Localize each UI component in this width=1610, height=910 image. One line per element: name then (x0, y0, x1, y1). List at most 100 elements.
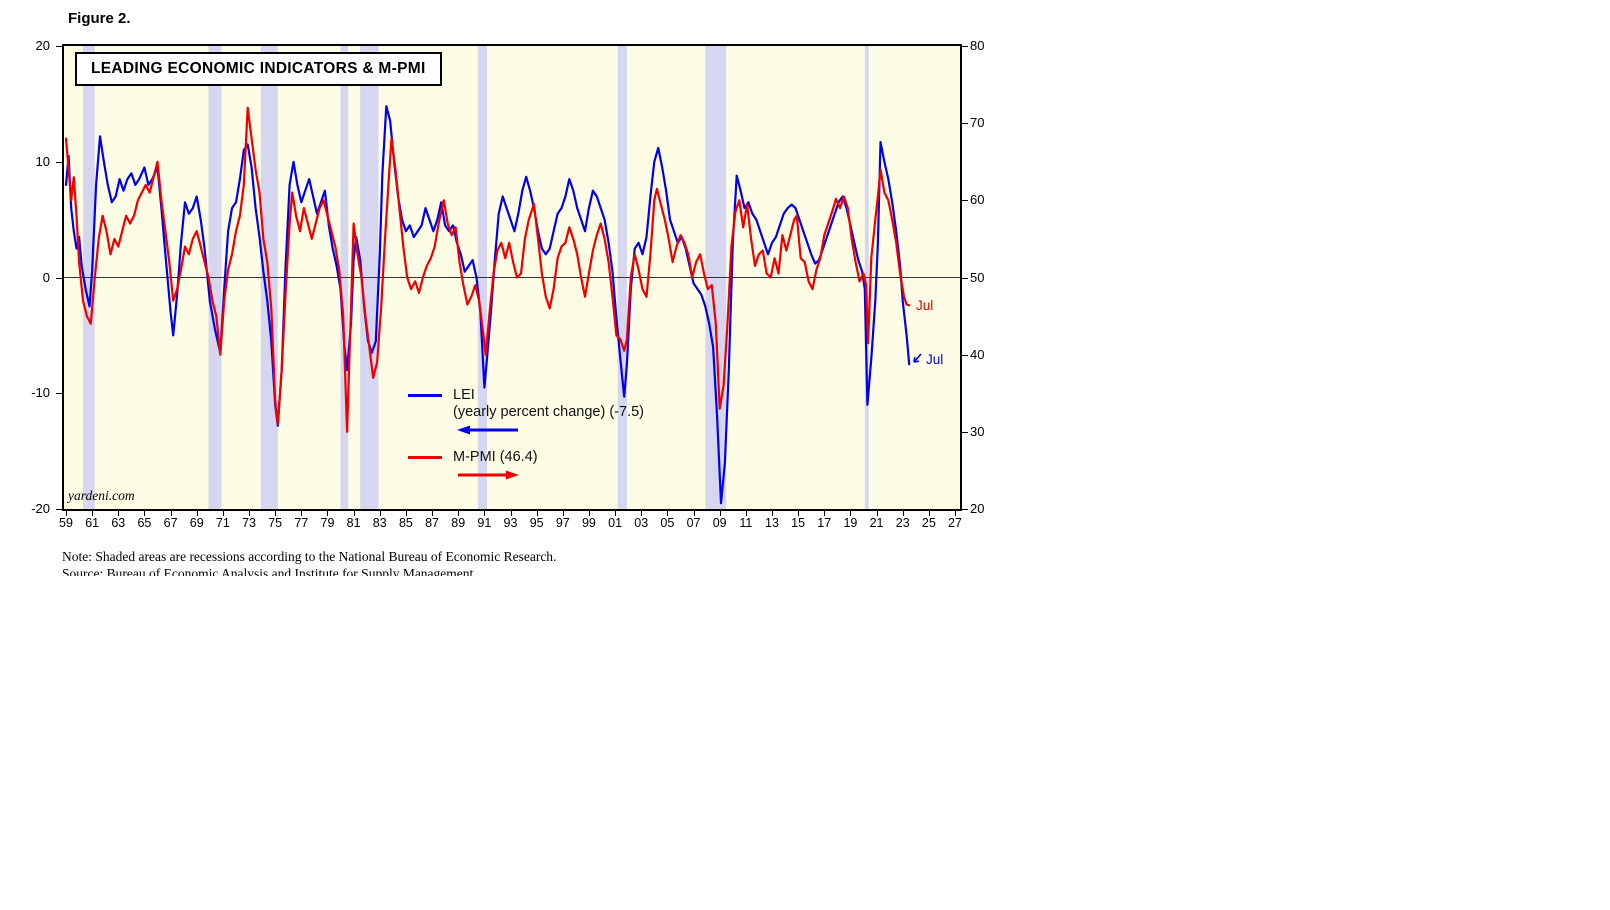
plot-svg (64, 46, 960, 509)
source-line: Source: Bureau of Economic Analysis and … (62, 565, 477, 577)
lei-line-swatch (408, 393, 442, 397)
x-axis-label: 81 (346, 516, 361, 530)
x-axis-tick (824, 511, 826, 516)
x-axis-label: 71 (215, 516, 230, 530)
x-axis-label: 67 (163, 516, 178, 530)
note-line: Note: Shaded areas are recessions accord… (62, 549, 557, 564)
right-arrow-icon (458, 470, 519, 480)
x-axis-label: 19 (843, 516, 858, 530)
lei-end-label: Jul (910, 352, 943, 367)
plot-area: LEADING ECONOMIC INDICATORS & M-PMI LEI … (62, 44, 962, 511)
y-right-label: 70 (970, 115, 985, 131)
y-left-tick (56, 46, 62, 47)
y-left-tick (56, 277, 62, 279)
x-axis-label: 99 (581, 516, 596, 530)
y-right-tick (962, 277, 968, 279)
x-axis-tick (432, 511, 434, 516)
x-axis-label: 79 (320, 516, 335, 530)
y-left-tick (56, 509, 62, 510)
lei-line (64, 105, 911, 505)
x-axis-tick (118, 511, 120, 516)
x-axis-label: 75 (268, 516, 283, 530)
y-right-tick (962, 509, 968, 510)
x-axis-tick (536, 511, 538, 516)
x-axis-tick (275, 511, 277, 516)
x-axis-tick (615, 511, 617, 516)
x-axis-label: 15 (791, 516, 806, 530)
x-axis-label: 65 (137, 516, 152, 530)
y-right-tick (962, 200, 968, 202)
y-left-label: 20 (35, 38, 50, 53)
x-axis-label: 05 (660, 516, 675, 530)
x-axis-label: 27 (948, 516, 962, 530)
x-axis-tick (144, 511, 146, 516)
x-axis-label: 73 (242, 516, 256, 530)
x-axis-tick (641, 511, 643, 516)
x-axis-tick (745, 511, 747, 516)
chart-title: LEADING ECONOMIC INDICATORS & M-PMI (91, 60, 426, 77)
x-axis-label: 07 (686, 516, 701, 530)
y-left-label: -20 (31, 501, 50, 516)
x-axis-label: 13 (765, 516, 779, 530)
pmi-end-label: Jul (916, 298, 933, 313)
y-right-tick (962, 123, 968, 125)
x-axis-tick (170, 511, 172, 516)
x-axis-label: 01 (608, 516, 623, 530)
x-axis-label: 23 (895, 516, 910, 530)
x-axis-tick (693, 511, 695, 516)
y-right-label: 50 (970, 269, 985, 285)
x-axis-tick (353, 511, 355, 516)
x-axis-tick (301, 511, 303, 516)
footnotes: Note: Shaded areas are recessions accord… (62, 549, 842, 576)
x-axis-tick (955, 511, 956, 516)
legend-item-lei: LEI (408, 387, 644, 403)
x-axis-label: 03 (634, 516, 649, 530)
y-right-tick (962, 431, 968, 433)
y-left-label: -10 (31, 385, 50, 401)
y-right-label: 20 (970, 501, 985, 516)
x-axis-tick (510, 511, 512, 516)
x-axis-tick (588, 511, 590, 516)
x-axis-tick (249, 511, 251, 516)
x-axis-label: 11 (739, 516, 753, 530)
chart-title-box: LEADING ECONOMIC INDICATORS & M-PMI (75, 52, 442, 86)
x-axis-tick (379, 511, 381, 516)
lei-end-label-text: Jul (926, 352, 944, 367)
y-left-label: 0 (42, 269, 50, 285)
y-left-label: 10 (35, 153, 50, 169)
lei-label: LEI (453, 387, 475, 403)
x-axis-tick (66, 511, 67, 516)
x-axis-label: 95 (529, 516, 544, 530)
m-pmi-line (64, 106, 911, 433)
x-axis-label: 91 (477, 516, 492, 530)
x-axis-tick (902, 511, 904, 516)
x-axis-label: 69 (189, 516, 204, 530)
x-axis-label: 17 (817, 516, 832, 530)
lei-sublabel: (yearly percent change) (-7.5) (453, 404, 644, 420)
x-axis-tick (850, 511, 852, 516)
x-axis-label: 77 (294, 516, 309, 530)
x-axis-tick (92, 511, 94, 516)
y-left-tick (56, 161, 62, 163)
x-axis-tick (196, 511, 198, 516)
y-left-tick (56, 393, 62, 395)
y-right-label: 30 (970, 423, 985, 439)
x-axis-label: 85 (398, 516, 413, 530)
x-axis-label: 93 (503, 516, 518, 530)
x-axis-tick (327, 511, 329, 516)
x-axis-label: 87 (425, 516, 439, 530)
arrow-down-left-icon (913, 353, 922, 363)
x-axis-label: 97 (555, 516, 570, 530)
x-axis-tick (562, 511, 564, 516)
x-axis-tick (458, 511, 460, 516)
y-right-tick (962, 46, 968, 47)
x-axis-label: 59 (59, 516, 73, 530)
x-axis-label: 61 (85, 516, 100, 530)
pmi-end-label-text: Jul (916, 298, 934, 313)
x-axis-label: 63 (111, 516, 126, 530)
x-axis-tick (405, 511, 407, 516)
x-axis-tick (928, 511, 930, 516)
x-axis-tick (771, 511, 773, 516)
x-axis-tick (667, 511, 669, 516)
